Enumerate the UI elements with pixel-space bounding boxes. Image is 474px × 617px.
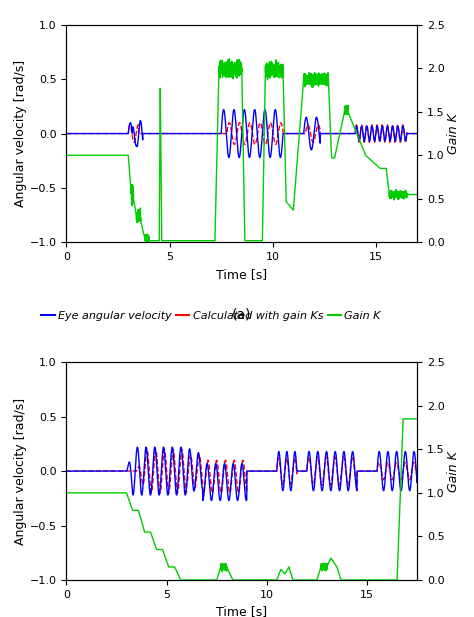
Y-axis label: Angular velocity [rad/s]: Angular velocity [rad/s] bbox=[14, 397, 27, 545]
Y-axis label: Gain K: Gain K bbox=[447, 450, 460, 492]
Y-axis label: Angular velocity [rad/s]: Angular velocity [rad/s] bbox=[14, 60, 27, 207]
Y-axis label: Gain K: Gain K bbox=[447, 113, 460, 154]
X-axis label: Time [s]: Time [s] bbox=[216, 268, 267, 281]
X-axis label: Time [s]: Time [s] bbox=[216, 605, 267, 617]
Text: (a): (a) bbox=[232, 308, 252, 322]
Legend: Eye angular velocity, Calculated with gain Ks, Gain K: Eye angular velocity, Calculated with ga… bbox=[37, 307, 385, 326]
